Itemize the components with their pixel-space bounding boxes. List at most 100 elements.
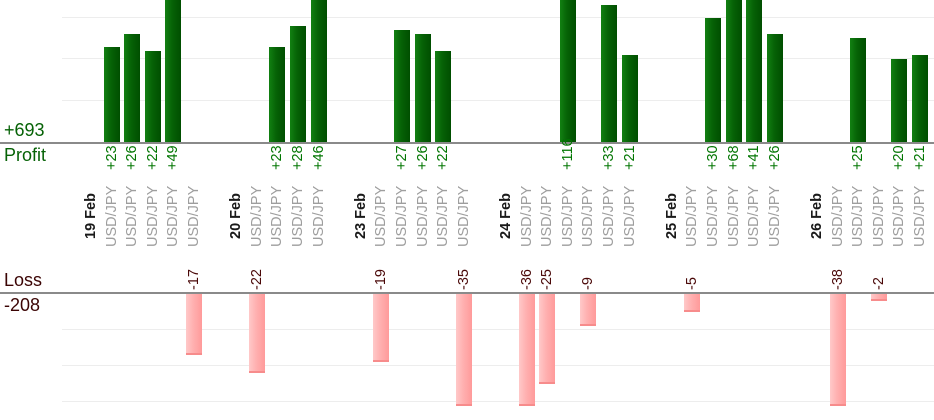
- loss-axis-label: Loss: [4, 270, 43, 290]
- symbol-label: USD/JPY: [124, 185, 141, 247]
- loss-axis-line: [0, 292, 934, 294]
- loss-bar: [186, 293, 202, 355]
- profit-bar: [891, 59, 907, 142]
- loss-bar: [519, 293, 535, 406]
- loss-value-label: -9: [580, 277, 597, 290]
- profit-bar: [394, 29, 410, 142]
- symbol-label: USD/JPY: [891, 185, 908, 247]
- loss-bar: [539, 293, 555, 384]
- symbol-label: USD/JPY: [289, 185, 306, 247]
- symbol-label: USD/JPY: [746, 185, 763, 247]
- profit-bar: [601, 5, 617, 142]
- profit-bar: [435, 50, 451, 142]
- date-label: 25 Feb: [663, 193, 680, 239]
- profit-value-label: +46: [310, 145, 327, 170]
- profit-value-label: +23: [103, 145, 120, 170]
- symbol-label: USD/JPY: [185, 185, 202, 247]
- loss-value-label: -5: [684, 277, 701, 290]
- profit-value-label: +23: [269, 145, 286, 170]
- profit-value-label: +22: [435, 145, 452, 170]
- profit-value-label: +41: [746, 145, 763, 170]
- loss-value-label: -36: [518, 269, 535, 290]
- loss-plot-area: [0, 293, 934, 406]
- profit-gridline: [62, 99, 934, 101]
- profit-value-label: +30: [704, 145, 721, 170]
- profit-bar: [415, 34, 431, 142]
- profit-axis-label: Profit: [4, 145, 47, 165]
- symbol-label: USD/JPY: [269, 185, 286, 247]
- symbol-label: USD/JPY: [829, 185, 846, 247]
- symbol-label: USD/JPY: [580, 185, 597, 247]
- symbol-label: USD/JPY: [373, 185, 390, 247]
- profit-value-label: +21: [621, 145, 638, 170]
- symbol-label: USD/JPY: [911, 185, 928, 247]
- loss-gridline: [62, 401, 934, 402]
- loss-value-label: -17: [185, 269, 202, 290]
- symbol-label: USD/JPY: [559, 185, 576, 247]
- profit-bar: [705, 17, 721, 142]
- date-label: 19 Feb: [82, 193, 99, 239]
- date-label: 20 Feb: [228, 193, 245, 239]
- profit-value-label: +26: [124, 145, 141, 170]
- loss-bar: [871, 293, 887, 301]
- loss-value-label: -19: [373, 269, 390, 290]
- symbol-label: USD/JPY: [766, 185, 783, 247]
- profit-bar: [165, 0, 181, 142]
- symbol-label: USD/JPY: [414, 185, 431, 247]
- profit-gridline: [62, 16, 934, 18]
- profit-total-label: +693: [4, 120, 45, 140]
- loss-bar: [373, 293, 389, 362]
- loss-bar: [580, 293, 596, 326]
- profit-bar: [912, 54, 928, 142]
- loss-bar: [830, 293, 846, 406]
- symbol-label: USD/JPY: [310, 185, 327, 247]
- profit-value-label: +21: [911, 145, 928, 170]
- symbol-label: USD/JPY: [870, 185, 887, 247]
- profit-value-label: +28: [289, 145, 306, 170]
- symbol-label: USD/JPY: [518, 185, 535, 247]
- profit-bar: [104, 46, 120, 142]
- symbol-label: USD/JPY: [455, 185, 472, 247]
- profit-value-label: +26: [766, 145, 783, 170]
- profit-bar: [145, 50, 161, 142]
- loss-value-label: -25: [539, 269, 556, 290]
- symbol-label: USD/JPY: [621, 185, 638, 247]
- loss-bar: [456, 293, 472, 406]
- profit-bar: [767, 34, 783, 142]
- symbol-label: USD/JPY: [600, 185, 617, 247]
- symbol-label: USD/JPY: [165, 185, 182, 247]
- date-label: 26 Feb: [808, 193, 825, 239]
- profit-bar: [622, 54, 638, 142]
- loss-bar: [249, 293, 265, 373]
- symbol-label: USD/JPY: [103, 185, 120, 247]
- profit-bar: [124, 34, 140, 142]
- loss-bar: [684, 293, 700, 312]
- loss-gridline: [62, 329, 934, 330]
- loss-value-label: -22: [248, 269, 265, 290]
- symbol-label: USD/JPY: [248, 185, 265, 247]
- loss-value-label: -38: [829, 269, 846, 290]
- profit-bar: [560, 0, 576, 142]
- profit-value-label: +49: [165, 145, 182, 170]
- profit-value-label: +22: [144, 145, 161, 170]
- profit-bar: [269, 46, 285, 142]
- profit-axis-line: [0, 142, 934, 144]
- profit-value-label: +68: [725, 145, 742, 170]
- date-label: 24 Feb: [497, 193, 514, 239]
- profit-gridline: [62, 58, 934, 59]
- symbol-label: USD/JPY: [725, 185, 742, 247]
- profit-bar: [746, 0, 762, 142]
- profit-value-label: +25: [850, 145, 867, 170]
- profit-bar: [726, 0, 742, 142]
- symbol-label: USD/JPY: [435, 185, 452, 247]
- profit-bar: [850, 38, 866, 142]
- profit-plot-area: [0, 0, 934, 142]
- symbol-label: USD/JPY: [539, 185, 556, 247]
- symbol-label: USD/JPY: [144, 185, 161, 247]
- date-label: 23 Feb: [352, 193, 369, 239]
- symbol-label: USD/JPY: [393, 185, 410, 247]
- profit-value-label: +26: [414, 145, 431, 170]
- loss-total-label: -208: [4, 295, 41, 315]
- loss-gridline: [62, 365, 934, 366]
